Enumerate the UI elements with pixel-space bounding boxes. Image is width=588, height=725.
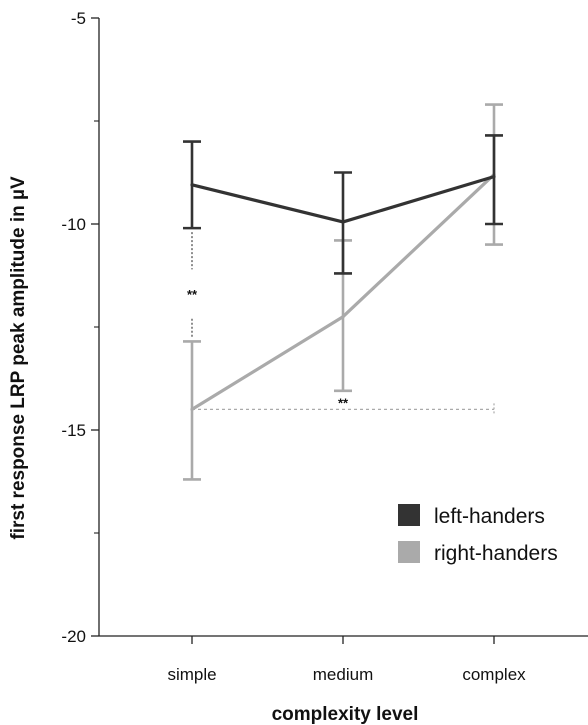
data-point [190,183,194,187]
y-tick-label: -15 [61,421,86,440]
x-tick-label-complex: complex [462,665,526,684]
data-point [341,220,345,224]
significance-marker: ** [187,287,198,302]
y-tick-label: -10 [61,215,86,234]
legend: left-handers right-handers [398,504,558,565]
x-axis-title: complexity level [272,704,419,725]
legend-swatch-right-handers [398,541,420,563]
data-point [190,407,194,411]
y-tick-label: -20 [61,627,86,646]
series-layer [183,103,503,481]
series-left-handers [183,134,503,275]
legend-label-left-handers: left-handers [434,505,545,528]
x-axis: simple medium complex [99,635,588,684]
significance-marker: ** [338,395,349,410]
data-point [492,175,496,179]
y-axis-title: first response LRP peak amplitude in µV [8,176,29,540]
data-point [341,315,345,319]
series-right-handers [183,103,503,481]
y-tick-label: -5 [71,9,86,28]
y-axis: -5 -10 -15 -20 [61,9,100,646]
significance-annotations: ** ** [187,232,495,416]
x-tick-label-simple: simple [167,665,216,684]
x-tick-label-medium: medium [313,665,373,684]
legend-swatch-left-handers [398,504,420,526]
legend-label-right-handers: right-handers [434,542,558,565]
